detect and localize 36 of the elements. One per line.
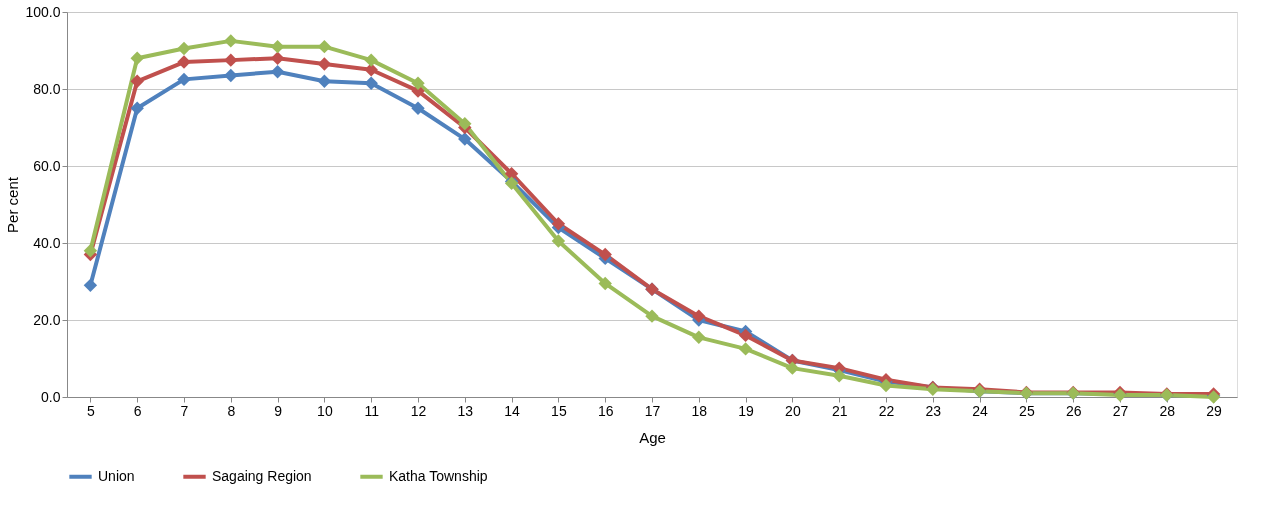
y-axis-title: Per cent — [4, 176, 22, 233]
x-tick-label: 14 — [504, 402, 521, 419]
legend-label: Union — [98, 467, 135, 484]
y-tick-label: 80.0 — [33, 80, 61, 97]
x-tick-label: 27 — [1112, 402, 1129, 419]
x-tick-label: 12 — [410, 402, 427, 419]
x-tick-label: 25 — [1019, 402, 1035, 419]
x-tick-label: 23 — [925, 402, 942, 419]
y-tick-label: 60.0 — [33, 157, 61, 174]
x-tick-label: 26 — [1065, 402, 1082, 419]
x-tick-label: 15 — [551, 402, 567, 419]
x-tick-label: 22 — [878, 402, 895, 419]
x-tick-label: 11 — [364, 402, 380, 419]
legend-label: Katha Township — [389, 467, 488, 484]
legend-label: Sagaing Region — [212, 467, 312, 484]
x-tick-label: 16 — [597, 402, 614, 419]
x-tick-label: 29 — [1206, 402, 1223, 419]
x-tick-label: 21 — [831, 402, 848, 419]
x-tick-label: 28 — [1159, 402, 1176, 419]
x-tick-label: 18 — [691, 402, 708, 419]
x-tick-label: 13 — [457, 402, 474, 419]
x-tick-label: 6 — [133, 402, 142, 419]
x-tick-label: 7 — [180, 402, 189, 419]
x-tick-label: 17 — [644, 402, 661, 419]
x-tick-label: 20 — [785, 402, 801, 419]
x-tick-label: 5 — [87, 402, 95, 419]
x-tick-label: 24 — [972, 402, 989, 419]
x-axis-title: Age — [639, 428, 666, 446]
y-tick-label: 0.0 — [41, 388, 61, 405]
y-tick-label: 20.0 — [33, 311, 61, 328]
x-tick-label: 10 — [317, 402, 333, 419]
x-tick-label: 19 — [738, 402, 755, 419]
x-tick-label: 9 — [274, 402, 283, 419]
x-tick-label: 8 — [227, 402, 236, 419]
y-tick-label: 100.0 — [25, 3, 61, 20]
y-tick-label: 40.0 — [33, 234, 61, 251]
